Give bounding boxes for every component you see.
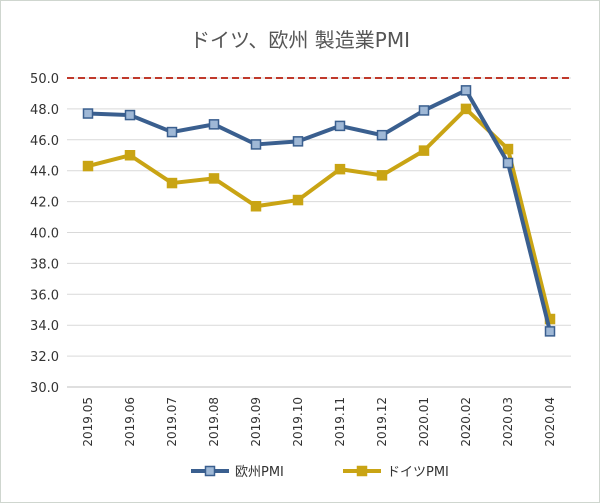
series-line xyxy=(87,106,552,320)
data-point xyxy=(82,160,94,172)
y-tick-label: 46.0 xyxy=(30,134,59,149)
x-tick-label: 2020.02 xyxy=(459,397,473,447)
data-point xyxy=(376,129,388,141)
y-axis-ticks: 30.0 32.0 34.0 36.0 38.0 40.0 42.0 44.0 46.0 48.0… xyxy=(30,72,59,396)
data-point xyxy=(334,120,346,132)
data-point xyxy=(544,326,556,337)
data-point xyxy=(208,119,220,130)
y-tick-label: 30.0 xyxy=(30,381,59,396)
x-tick-label: 2020.01 xyxy=(417,397,431,447)
y-tick-label: 50.0 xyxy=(30,72,59,87)
y-tick-label: 48.0 xyxy=(30,103,59,118)
data-point xyxy=(82,108,94,119)
y-tick-label: 34.0 xyxy=(30,319,59,334)
data-point xyxy=(124,109,136,121)
x-tick-label: 2019.08 xyxy=(207,397,221,447)
x-tick-label: 2019.12 xyxy=(375,397,389,447)
data-point xyxy=(208,173,220,184)
chart-title: ドイツ、欧州 製造業PMI xyxy=(190,28,410,52)
data-point xyxy=(460,85,472,96)
y-tick-label: 40.0 xyxy=(30,227,59,242)
data-point xyxy=(250,139,262,150)
data-point xyxy=(334,163,346,175)
x-tick-label: 2020.03 xyxy=(501,397,515,447)
legend-label: 欧州PMI xyxy=(235,465,284,480)
x-tick-label: 2019.07 xyxy=(165,397,179,447)
x-tick-label: 2019.10 xyxy=(291,397,305,447)
data-point xyxy=(502,143,514,155)
legend: 欧州PMI ドイツPMI xyxy=(191,465,449,480)
y-tick-label: 42.0 xyxy=(30,196,59,211)
data-point xyxy=(502,157,514,169)
legend-swatch-marker xyxy=(204,465,216,477)
data-point xyxy=(292,136,304,147)
x-tick-label: 2019.06 xyxy=(123,397,137,447)
legend-swatch-marker xyxy=(356,465,368,477)
data-point xyxy=(376,170,388,181)
x-tick-label: 2019.11 xyxy=(333,397,347,447)
y-tick-label: 44.0 xyxy=(30,165,59,180)
x-tick-label: 2019.05 xyxy=(81,397,95,447)
series-line xyxy=(87,88,552,332)
data-point xyxy=(124,150,136,161)
x-tick-label: 2020.04 xyxy=(543,397,557,447)
data-point xyxy=(292,194,304,206)
y-tick-label: 36.0 xyxy=(30,288,59,303)
data-point xyxy=(166,126,178,138)
x-tick-label: 2019.09 xyxy=(249,397,263,447)
x-axis-ticks: 2019.05 2019.06 2019.07 2019.08 2019.09 2019.… xyxy=(81,397,557,447)
y-tick-label: 32.0 xyxy=(30,350,59,365)
y-tick-label: 38.0 xyxy=(30,257,59,272)
legend-label: ドイツPMI xyxy=(387,465,449,480)
series-group xyxy=(82,85,556,337)
data-point xyxy=(418,105,430,116)
data-point xyxy=(460,103,472,115)
data-point xyxy=(418,145,430,156)
grid-lines xyxy=(67,77,571,388)
data-point xyxy=(166,177,178,189)
data-point xyxy=(250,200,262,212)
